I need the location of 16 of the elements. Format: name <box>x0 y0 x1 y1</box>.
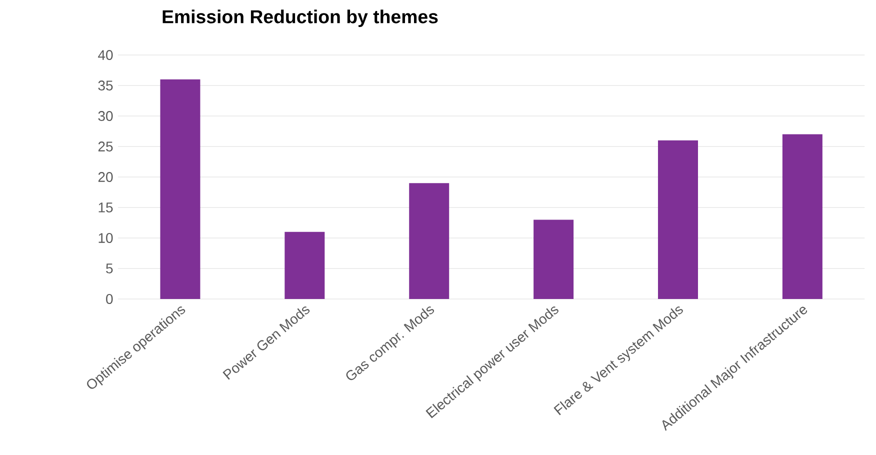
bar <box>160 79 200 300</box>
y-tick-label: 0 <box>106 294 113 304</box>
y-tick-label: 40 <box>98 50 113 60</box>
y-tick-label: 30 <box>98 111 113 121</box>
bar <box>534 220 574 300</box>
bar <box>658 140 698 300</box>
bar <box>782 134 822 300</box>
y-tick-label: 20 <box>98 172 113 182</box>
bar <box>284 232 325 300</box>
y-tick-label: 35 <box>98 80 113 90</box>
y-tick-label: 5 <box>106 264 113 274</box>
y-tick-label: 25 <box>98 142 113 152</box>
chart-title: Emission Reduction by themes <box>162 10 438 28</box>
y-tick-label: 15 <box>98 202 113 212</box>
bar <box>409 183 450 300</box>
y-tick-label: 10 <box>98 233 113 243</box>
